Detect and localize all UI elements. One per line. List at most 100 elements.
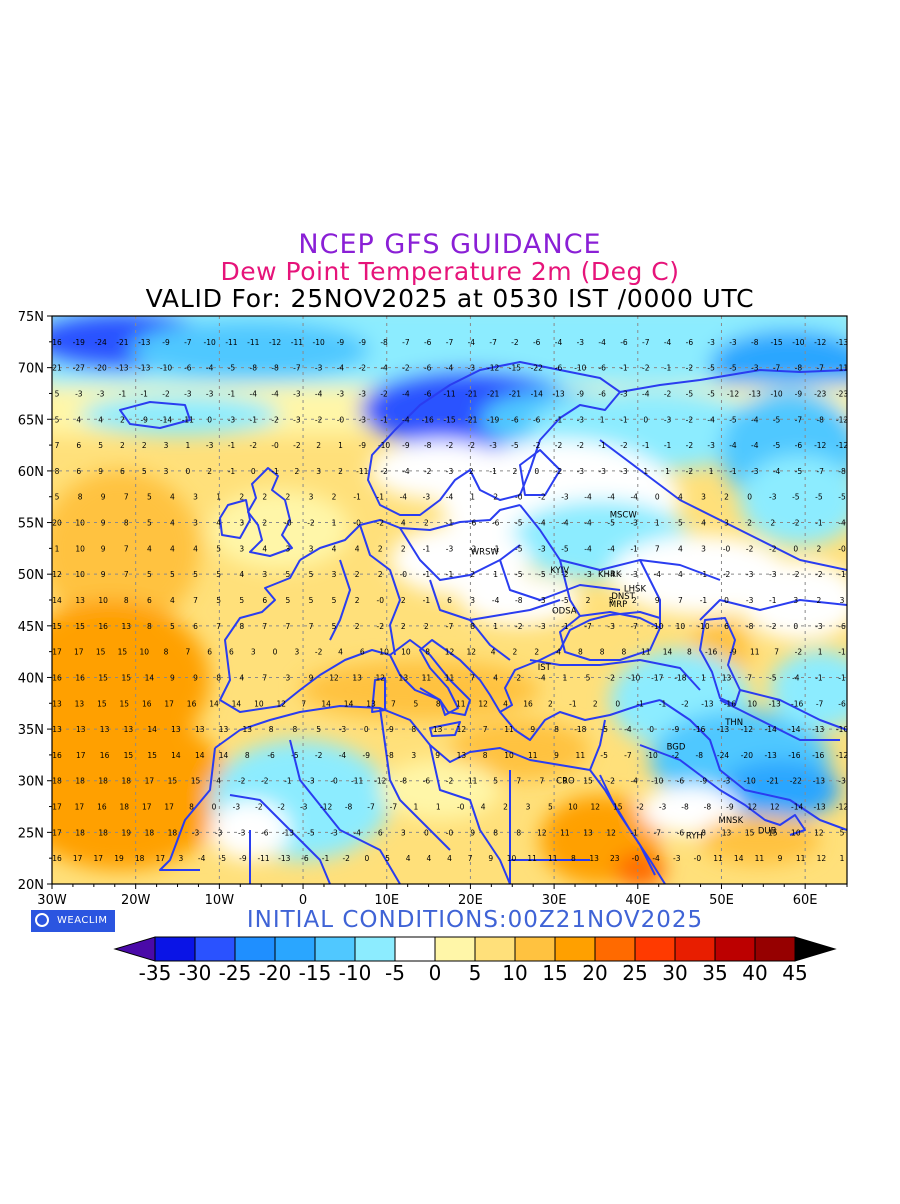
- grid-value: -3: [238, 828, 246, 837]
- grid-value: 13: [100, 725, 110, 734]
- grid-value: -4: [607, 570, 615, 579]
- grid-value: -4: [624, 725, 632, 734]
- grid-value: 6: [262, 596, 267, 605]
- grid-value: -1: [423, 544, 431, 553]
- grid-value: 14: [209, 699, 219, 708]
- grid-value: 9: [563, 777, 568, 786]
- grid-value: 11: [548, 854, 558, 863]
- city-label: RYH: [686, 831, 703, 841]
- grid-value: -2: [293, 441, 301, 450]
- colorbar-label: -20: [259, 961, 292, 985]
- grid-value: -11: [291, 338, 303, 347]
- grid-value: -2: [261, 777, 269, 786]
- grid-value: -2: [380, 467, 388, 476]
- grid-value: -3: [97, 389, 105, 398]
- grid-value: -1: [569, 699, 577, 708]
- grid-value: -10: [770, 389, 782, 398]
- grid-value: 10: [401, 648, 411, 657]
- grid-value: -16: [422, 415, 434, 424]
- grid-value: -8: [386, 751, 394, 760]
- grid-value: 11: [527, 854, 537, 863]
- grid-value: -4: [400, 493, 408, 502]
- grid-value: 8: [147, 622, 152, 631]
- grid-value: 12: [817, 854, 827, 863]
- grid-value: 10: [75, 570, 85, 579]
- grid-value: -7: [773, 364, 781, 373]
- city-label: KHRK: [598, 570, 622, 580]
- grid-value: 16: [75, 673, 85, 682]
- grid-value: 0: [364, 854, 369, 863]
- grid-value: 6: [378, 828, 383, 837]
- grid-value: -27: [73, 364, 85, 373]
- grid-value: -7: [795, 415, 803, 424]
- colorbar-label: -30: [179, 961, 212, 985]
- grid-value: -12: [814, 441, 826, 450]
- colorbar-swatch: [354, 936, 396, 962]
- grid-value: 18: [121, 777, 131, 786]
- grid-value: 5: [316, 725, 321, 734]
- grid-value: -1: [700, 596, 708, 605]
- grid-value: -3: [337, 389, 345, 398]
- grid-value: 2: [632, 596, 637, 605]
- grid-value: -9: [359, 441, 367, 450]
- grid-value: -9: [577, 389, 585, 398]
- grid-value: -6: [677, 828, 685, 837]
- grid-value: 7: [309, 622, 314, 631]
- grid-value: -2: [446, 777, 454, 786]
- grid-value: -2: [515, 622, 523, 631]
- grid-value: -23: [836, 389, 848, 398]
- grid-value: 8: [701, 828, 706, 837]
- grid-value: -2: [792, 519, 800, 528]
- grid-value: -15: [509, 364, 521, 373]
- grid-value: 7: [470, 673, 475, 682]
- grid-value: -2: [577, 441, 585, 450]
- grid-value: 11: [422, 673, 432, 682]
- grid-value: -1: [620, 364, 628, 373]
- grid-value: 12: [770, 803, 780, 812]
- grid-value: 13: [52, 699, 62, 708]
- grid-value: 4: [332, 544, 337, 553]
- grid-value: -1: [492, 544, 500, 553]
- grid-value: 8: [55, 467, 60, 476]
- grid-value: -1: [630, 828, 638, 837]
- grid-value: 0: [793, 622, 798, 631]
- grid-value: 3: [526, 803, 531, 812]
- colorbar-label: -15: [299, 961, 332, 985]
- grid-value: -2: [359, 364, 367, 373]
- grid-value: 10: [568, 803, 578, 812]
- grid-value: 5: [309, 570, 314, 579]
- grid-value: 3: [285, 673, 290, 682]
- colorbar-label: 5: [469, 961, 482, 985]
- lat-label: 20N: [18, 878, 44, 893]
- grid-value: -3: [293, 389, 301, 398]
- grid-value: -7: [489, 338, 497, 347]
- title-line-1: NCEP GFS GUIDANCE: [298, 229, 602, 260]
- grid-value: -1: [228, 389, 236, 398]
- grid-value: -9: [672, 725, 680, 734]
- grid-value: -2: [723, 570, 731, 579]
- grid-value: -3: [751, 467, 759, 476]
- grid-value: 4: [262, 544, 267, 553]
- grid-value: 8: [571, 854, 576, 863]
- grid-value: 2: [424, 519, 429, 528]
- colorbar-label: -10: [339, 961, 372, 985]
- grid-value: -22: [531, 364, 543, 373]
- grid-value: -7: [184, 338, 192, 347]
- grid-value: 2: [378, 544, 383, 553]
- grid-value: -13: [749, 389, 761, 398]
- colorbar-swatch: [514, 936, 556, 962]
- grid-value: 5: [586, 673, 591, 682]
- grid-value: 7: [678, 596, 683, 605]
- grid-value: -4: [250, 389, 258, 398]
- grid-value: -5: [515, 570, 523, 579]
- colorbar-label: -5: [385, 961, 405, 985]
- grid-value: -2: [686, 441, 694, 450]
- grid-value: -0: [515, 493, 523, 502]
- grid-value: -3: [215, 828, 223, 837]
- grid-value: -16: [812, 751, 824, 760]
- grid-value: -6: [598, 364, 606, 373]
- grid-value: 7: [301, 699, 306, 708]
- grid-value: -4: [598, 338, 606, 347]
- grid-value: -8: [795, 364, 803, 373]
- initial-conditions: INITIAL CONDITIONS:00Z21NOV2025: [246, 907, 704, 933]
